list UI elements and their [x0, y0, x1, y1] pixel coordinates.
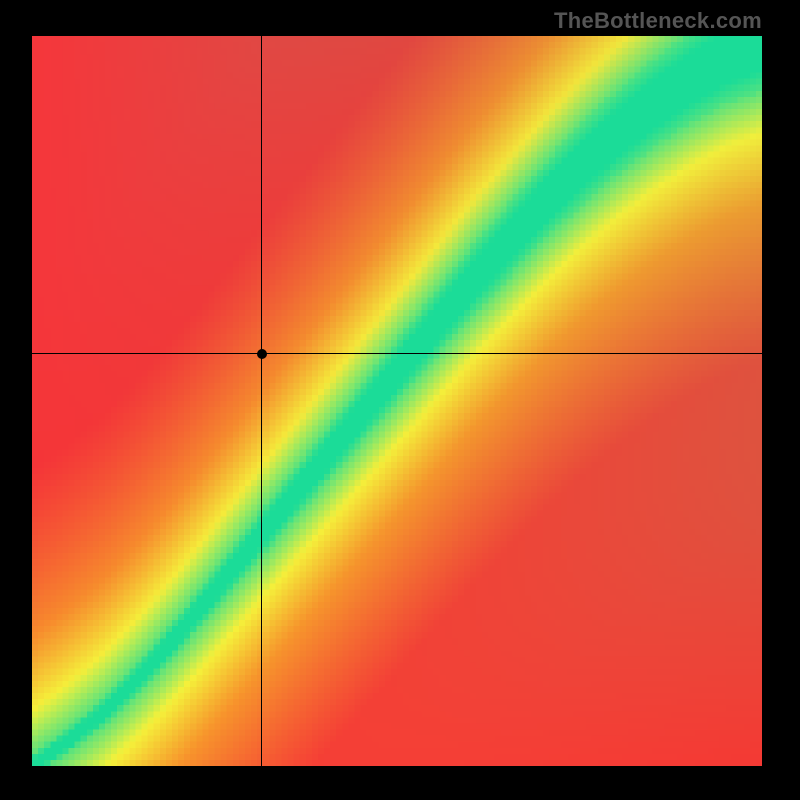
marker-point: [257, 349, 267, 359]
stage: TheBottleneck.com: [0, 0, 800, 800]
crosshair-vertical: [261, 36, 262, 766]
crosshair-horizontal: [32, 353, 762, 354]
heatmap-plot: [32, 36, 762, 766]
watermark-text: TheBottleneck.com: [554, 8, 762, 34]
heatmap-canvas: [32, 36, 762, 766]
